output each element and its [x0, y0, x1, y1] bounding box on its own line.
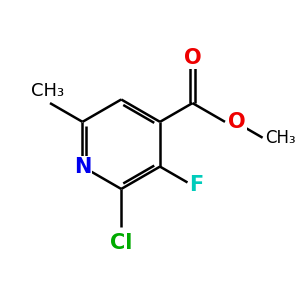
Text: CH₃: CH₃: [31, 82, 64, 100]
Text: CH₃: CH₃: [266, 129, 296, 147]
Text: N: N: [74, 157, 91, 177]
Text: F: F: [189, 176, 203, 195]
Text: O: O: [184, 48, 201, 68]
Text: O: O: [229, 112, 246, 132]
Text: Cl: Cl: [110, 233, 132, 253]
